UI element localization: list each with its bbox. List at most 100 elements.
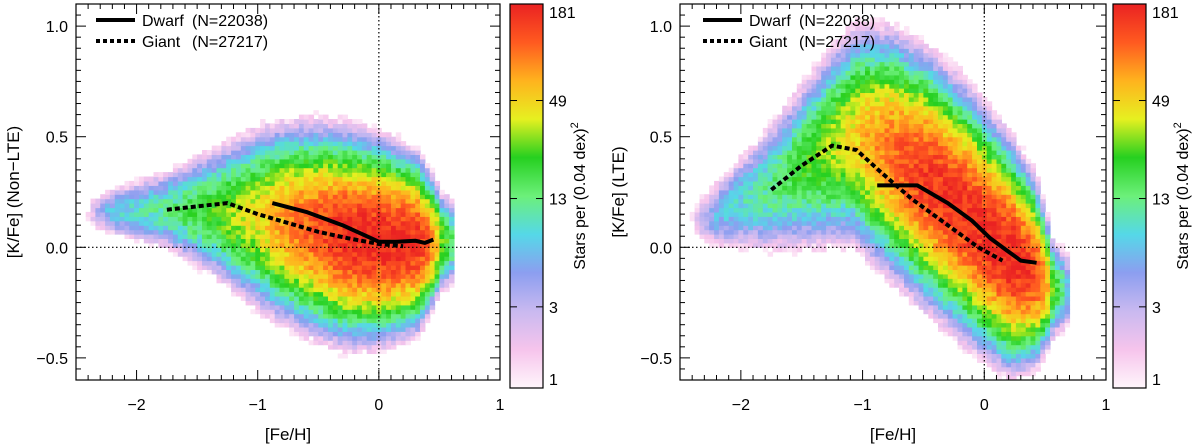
density-cell	[313, 313, 319, 319]
density-cell	[894, 57, 900, 63]
density-cell	[923, 88, 929, 94]
density-cell	[279, 238, 285, 244]
density-cell	[313, 136, 319, 142]
density-cell	[347, 265, 353, 271]
density-cell	[226, 225, 232, 231]
density-cell	[947, 313, 954, 319]
density-cell	[298, 141, 305, 147]
density-cell	[942, 61, 949, 67]
density-cell	[860, 127, 866, 133]
density-cell	[332, 229, 339, 235]
density-cell	[777, 203, 783, 209]
density-cell	[753, 242, 759, 248]
density-cell	[308, 256, 315, 262]
density-cell	[947, 176, 954, 182]
density-cell	[889, 167, 895, 173]
density-cell	[357, 176, 363, 182]
density-cell	[830, 203, 837, 209]
density-cell	[913, 242, 920, 248]
density-cell	[158, 220, 164, 226]
density-cell	[269, 287, 276, 293]
density-cell	[894, 43, 900, 49]
density-cell	[260, 136, 266, 142]
density-cell	[777, 150, 783, 156]
density-cell	[294, 304, 300, 310]
density-cell	[391, 234, 397, 240]
density-cell	[913, 74, 920, 80]
density-cell	[231, 158, 237, 164]
density-cell	[192, 265, 198, 271]
density-cell	[913, 229, 920, 235]
density-cell	[933, 57, 939, 63]
density-cell	[816, 101, 822, 107]
density-cell	[294, 158, 300, 164]
density-cell	[177, 225, 184, 231]
density-cell	[699, 211, 705, 217]
density-cell	[318, 260, 324, 266]
density-cell	[289, 158, 295, 164]
density-cell	[850, 238, 856, 244]
density-cell	[400, 172, 407, 178]
density-cell	[434, 269, 441, 275]
density-cell	[381, 225, 387, 231]
density-cell	[298, 189, 305, 195]
density-cell	[221, 189, 227, 195]
density-cell	[913, 225, 920, 231]
density-cell	[894, 92, 900, 98]
density-cell	[337, 309, 344, 315]
density-cell	[918, 61, 925, 67]
density-cell	[933, 88, 939, 94]
density-cell	[318, 220, 324, 226]
density-cell	[923, 247, 929, 253]
density-cell	[284, 136, 290, 142]
density-cell	[255, 203, 261, 209]
density-cell	[206, 238, 213, 244]
density-cell	[376, 269, 382, 275]
density-cell	[952, 282, 959, 288]
density-cell	[328, 251, 334, 257]
density-cell	[318, 189, 324, 195]
density-cell	[216, 150, 222, 156]
density-cell	[928, 145, 934, 151]
density-cell	[405, 211, 411, 217]
density-cell	[850, 229, 856, 235]
density-cell	[826, 48, 832, 54]
density-cell	[840, 110, 847, 116]
density-cell	[835, 203, 842, 209]
density-cell	[381, 304, 387, 310]
density-cell	[811, 207, 817, 213]
density-cell	[361, 163, 368, 169]
density-cell	[816, 61, 822, 67]
density-cell	[942, 167, 949, 173]
density-cell	[192, 158, 198, 164]
density-cell	[855, 154, 861, 160]
density-cell	[904, 247, 910, 253]
density-cell	[357, 141, 363, 147]
density-cell	[391, 158, 397, 164]
density-cell	[835, 92, 842, 98]
density-cell	[928, 92, 934, 98]
density-cell	[274, 185, 281, 191]
density-cell	[938, 313, 944, 319]
density-cell	[347, 132, 353, 138]
density-cell	[699, 194, 705, 200]
density-cell	[429, 229, 436, 235]
density-cell	[410, 304, 416, 310]
density-cell	[845, 176, 851, 182]
density-cell	[337, 278, 344, 284]
density-cell	[855, 39, 861, 45]
density-cell	[748, 211, 754, 217]
density-cell	[782, 150, 788, 156]
density-cell	[386, 158, 392, 164]
density-cell	[952, 326, 959, 332]
density-cell	[874, 203, 881, 209]
density-cell	[879, 260, 886, 266]
density-cell	[826, 229, 832, 235]
density-cell	[762, 234, 769, 240]
density-cell	[308, 296, 315, 302]
density-cell	[923, 260, 929, 266]
density-cell	[226, 260, 232, 266]
density-cell	[850, 26, 856, 32]
density-cell	[206, 194, 213, 200]
density-cell	[806, 180, 813, 186]
